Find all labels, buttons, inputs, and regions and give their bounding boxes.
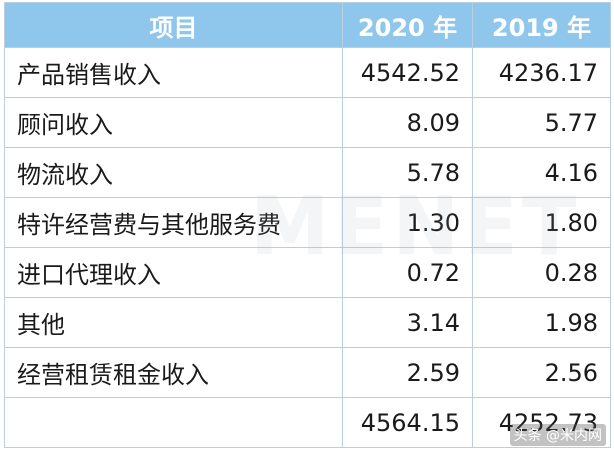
value-cell: 1.98	[472, 297, 611, 348]
table-body: 产品销售收入 4542.52 4236.17 顾问收入 8.09 5.77 物流收入 5.78…	[4, 47, 611, 448]
value-cell: 0.28	[472, 247, 611, 298]
value-cell: 5.78	[342, 147, 473, 198]
value-cell: 3.14	[342, 297, 473, 348]
header-cell: 2019 年	[472, 2, 611, 48]
label-cell: 经营租赁租金收入	[4, 347, 343, 398]
table-row: 进口代理收入 0.72 0.28	[4, 247, 611, 298]
data-table: 项目 2020 年 2019 年 产品销售收入 4542.52 4236.17 顾问收…	[4, 2, 611, 448]
label-cell: 进口代理收入	[4, 247, 343, 298]
header-cell: 项目	[4, 2, 343, 48]
value-cell: 2.59	[342, 347, 473, 398]
value-cell: 4.16	[472, 147, 611, 198]
header-row: 项目 2020 年 2019 年	[4, 2, 611, 48]
table-row: 其他 3.14 1.98	[4, 297, 611, 348]
label-cell: 其他	[4, 297, 343, 348]
table-row: 顾问收入 8.09 5.77	[4, 97, 611, 148]
table-row: 物流收入 5.78 4.16	[4, 147, 611, 198]
label-cell: 物流收入	[4, 147, 343, 198]
empty-cell	[4, 397, 343, 448]
value-cell: 1.80	[472, 197, 611, 248]
value-cell: 8.09	[342, 97, 473, 148]
table-row: 产品销售收入 4542.52 4236.17	[4, 47, 611, 98]
total-row: 4564.15 4252.73	[4, 397, 611, 448]
total-cell: 4564.15	[342, 397, 473, 448]
value-cell: 2.56	[472, 347, 611, 398]
value-cell: 5.77	[472, 97, 611, 148]
label-cell: 特许经营费与其他服务费	[4, 197, 343, 248]
value-cell: 0.72	[342, 247, 473, 298]
value-cell: 1.30	[342, 197, 473, 248]
label-cell: 顾问收入	[4, 97, 343, 148]
table-row: 特许经营费与其他服务费 1.30 1.80	[4, 197, 611, 248]
table-row: 经营租赁租金收入 2.59 2.56	[4, 347, 611, 398]
value-cell: 4236.17	[472, 47, 611, 98]
source-badge: 头条 @米内网	[509, 424, 606, 446]
header-cell: 2020 年	[342, 2, 473, 48]
value-cell: 4542.52	[342, 47, 473, 98]
total-cell: 4252.73	[472, 397, 611, 448]
label-cell: 产品销售收入	[4, 47, 343, 98]
